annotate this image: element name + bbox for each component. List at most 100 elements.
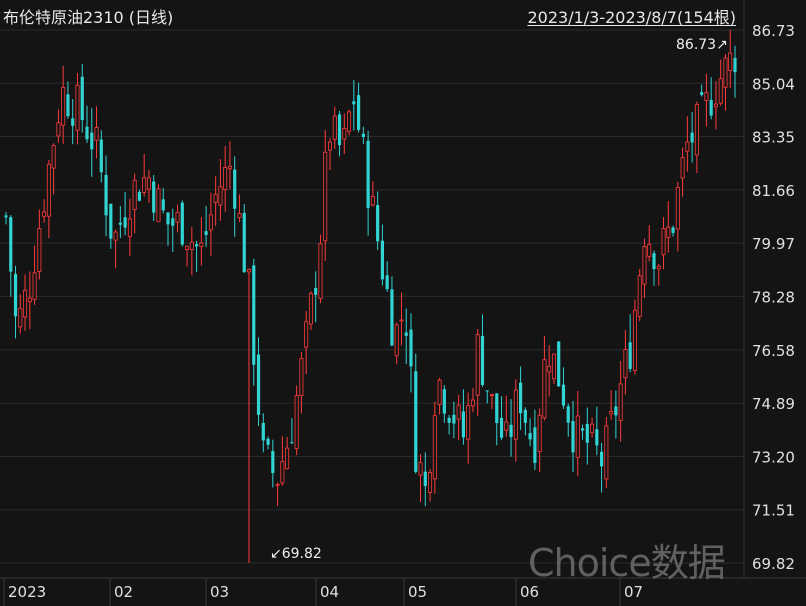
candle-body <box>61 87 66 126</box>
candle-body <box>51 145 56 169</box>
candle-body <box>733 57 737 73</box>
candle-body <box>647 244 652 257</box>
x-tick-label: 05 <box>408 583 427 601</box>
candle-body <box>713 103 718 108</box>
candle-body <box>94 127 99 141</box>
x-tick-label: 2023 <box>8 583 46 601</box>
candle-body <box>575 415 580 458</box>
y-tick-label: 76.58 <box>752 342 795 360</box>
candle-body <box>252 265 256 365</box>
candle-body <box>385 275 389 290</box>
candle-body <box>118 222 122 225</box>
candle-body <box>437 379 442 405</box>
candle-body <box>32 272 37 300</box>
candle-body <box>308 293 313 325</box>
candle-body <box>414 371 418 472</box>
x-tick-label: 04 <box>320 583 339 601</box>
candle-body <box>528 433 532 440</box>
candle-body <box>723 57 728 88</box>
date-range-link[interactable]: 2023/1/3-2023/8/7(154根) <box>527 8 736 27</box>
candle-body <box>271 451 275 474</box>
candle-body <box>352 101 356 105</box>
candle-body <box>4 215 8 218</box>
candle-body <box>266 438 270 445</box>
candle-body <box>280 461 285 484</box>
candle-body <box>347 111 352 132</box>
x-tick-label: 03 <box>210 583 229 601</box>
candle-body <box>199 242 204 247</box>
candle-body <box>637 275 642 317</box>
candle-body <box>599 451 604 467</box>
candle-body <box>642 245 647 285</box>
candle-body <box>294 394 299 450</box>
chart-title: 布伦特原油2310 (日线) <box>3 8 174 27</box>
candle-body <box>571 421 575 453</box>
y-tick-label: 73.20 <box>752 448 795 466</box>
candle-body <box>694 103 699 156</box>
candle-body <box>495 393 499 423</box>
candle-body <box>518 382 523 414</box>
candle-body <box>9 217 13 272</box>
candle-body <box>504 421 509 431</box>
candle-body <box>356 95 361 130</box>
watermark: Choice数据 <box>528 541 726 585</box>
candle-body <box>461 411 466 438</box>
candle-body <box>237 213 242 218</box>
candle-body <box>146 177 151 190</box>
candle-body <box>113 231 118 241</box>
candle-body <box>675 186 680 230</box>
y-tick-label: 69.82 <box>752 555 795 573</box>
candle-body <box>595 429 599 446</box>
candle-body <box>590 423 595 434</box>
candle-body <box>23 289 28 318</box>
candle-body <box>547 365 552 373</box>
candle-body <box>85 126 89 140</box>
candle-body <box>161 199 165 211</box>
annotations: 86.73↗ ↙69.82 <box>270 37 728 562</box>
y-tick-label: 74.89 <box>752 395 795 413</box>
candle-body <box>585 423 589 443</box>
candle-body <box>690 132 694 143</box>
candle-body <box>42 211 47 217</box>
candle-body <box>475 334 480 396</box>
candle-body <box>27 297 32 303</box>
candle-body <box>256 354 261 415</box>
candle-body <box>104 174 108 216</box>
candle-body <box>208 214 213 231</box>
candle-body <box>551 353 556 380</box>
y-tick-label: 79.97 <box>752 235 795 253</box>
candle-body <box>680 157 685 179</box>
y-tick-label: 83.35 <box>752 129 795 147</box>
candle-body <box>142 177 147 193</box>
candle-body <box>685 141 690 152</box>
candle-body <box>580 428 585 431</box>
candle-body <box>409 329 413 367</box>
candle-body <box>290 442 294 444</box>
candle-body <box>189 241 194 250</box>
y-tick-label: 71.51 <box>752 502 795 520</box>
candle-body <box>466 405 471 440</box>
candle-body <box>342 128 347 140</box>
candle-body <box>499 417 504 438</box>
candle-body <box>533 427 537 463</box>
y-tick-label: 78.28 <box>752 288 795 306</box>
candle-body <box>180 202 184 245</box>
candle-body <box>304 321 309 348</box>
candle-body <box>18 307 23 328</box>
candle-body <box>632 309 637 371</box>
candle-body <box>728 52 733 71</box>
candle-body <box>361 133 365 137</box>
candle-body <box>204 231 208 236</box>
candle-body <box>418 462 423 476</box>
candle-body <box>614 406 618 416</box>
candle-body <box>666 226 671 238</box>
x-tick-label: 07 <box>624 583 643 601</box>
candle-body <box>213 193 218 203</box>
candle-body <box>428 472 433 493</box>
candle-body <box>709 99 713 116</box>
candle-body <box>456 404 461 420</box>
candle-body <box>604 425 609 480</box>
candle-body <box>223 166 228 190</box>
candle-body <box>275 483 280 486</box>
